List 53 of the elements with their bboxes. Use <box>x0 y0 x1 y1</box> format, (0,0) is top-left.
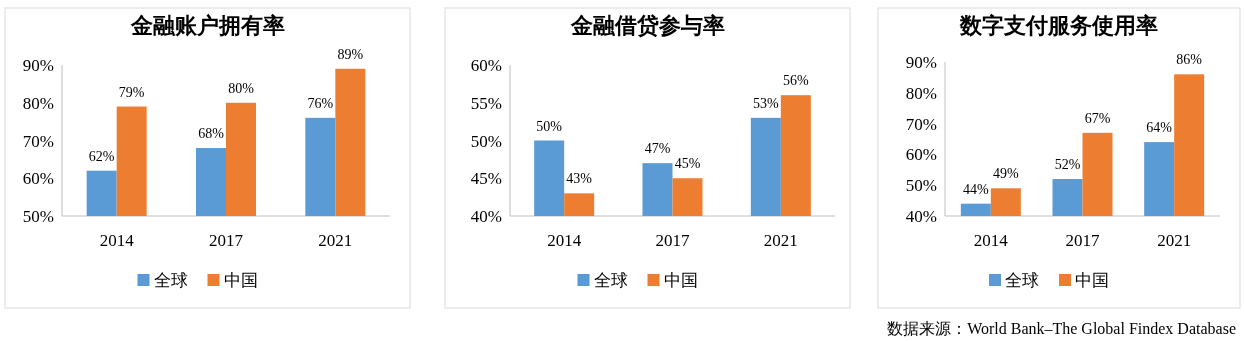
y-tick-label: 70% <box>22 131 54 151</box>
data-label: 49% <box>993 166 1019 182</box>
data-label: 43% <box>566 171 593 187</box>
x-tick-label: 2021 <box>1157 231 1192 250</box>
data-label: 67% <box>1084 110 1111 126</box>
y-tick-label: 80% <box>22 93 54 113</box>
y-tick-label: 60% <box>22 169 54 189</box>
y-tick-label: 40% <box>905 207 937 226</box>
legend-label: 全球 <box>153 271 188 290</box>
data-label: 68% <box>198 126 225 142</box>
y-tick-label: 50% <box>470 131 502 151</box>
data-label: 50% <box>536 118 563 134</box>
legend-label: 全球 <box>1005 271 1039 290</box>
x-tick-label: 2017 <box>1065 231 1100 250</box>
x-tick-label: 2017 <box>655 231 690 250</box>
y-tick-label: 55% <box>470 93 502 113</box>
data-label: 86% <box>1176 52 1203 68</box>
x-tick-label: 2014 <box>99 231 135 250</box>
chart-title: 金融借贷参与率 <box>569 13 725 38</box>
legend-label: 中国 <box>1075 271 1109 290</box>
legend-label: 中国 <box>223 271 258 290</box>
data-label: 45% <box>674 156 701 172</box>
chart-title: 数字支付服务使用率 <box>959 13 1158 38</box>
y-tick-label: 45% <box>470 169 502 189</box>
data-label: 64% <box>1146 120 1173 136</box>
data-label: 80% <box>228 80 255 96</box>
data-label: 44% <box>963 181 989 197</box>
y-tick-label: 60% <box>905 145 937 165</box>
y-tick-label: 90% <box>22 56 54 75</box>
y-tick-label: 90% <box>905 53 937 72</box>
legend-label: 全球 <box>593 271 628 290</box>
y-tick-label: 50% <box>905 176 937 196</box>
legend-label: 中国 <box>663 271 698 290</box>
data-label: 76% <box>307 95 334 111</box>
data-label: 53% <box>753 95 779 111</box>
data-label: 79% <box>118 84 145 100</box>
x-tick-label: 2021 <box>318 231 353 250</box>
source-note: 数据来源：World Bank–The Global Findex Database <box>887 320 1236 337</box>
data-label: 52% <box>1054 157 1081 173</box>
data-label: 47% <box>644 141 671 157</box>
y-tick-label: 40% <box>470 207 502 226</box>
data-label: 56% <box>783 73 809 89</box>
x-tick-label: 2021 <box>763 231 798 250</box>
x-tick-label: 2017 <box>209 231 244 250</box>
x-tick-label: 2014 <box>973 231 1009 250</box>
x-tick-label: 2014 <box>547 231 582 250</box>
data-label: 89% <box>337 46 364 62</box>
y-tick-label: 80% <box>905 83 937 103</box>
y-tick-label: 60% <box>470 56 502 75</box>
chart-title: 金融账户拥有率 <box>129 13 285 38</box>
y-tick-label: 70% <box>905 114 937 134</box>
data-label: 62% <box>88 148 115 164</box>
y-tick-label: 50% <box>22 207 54 226</box>
